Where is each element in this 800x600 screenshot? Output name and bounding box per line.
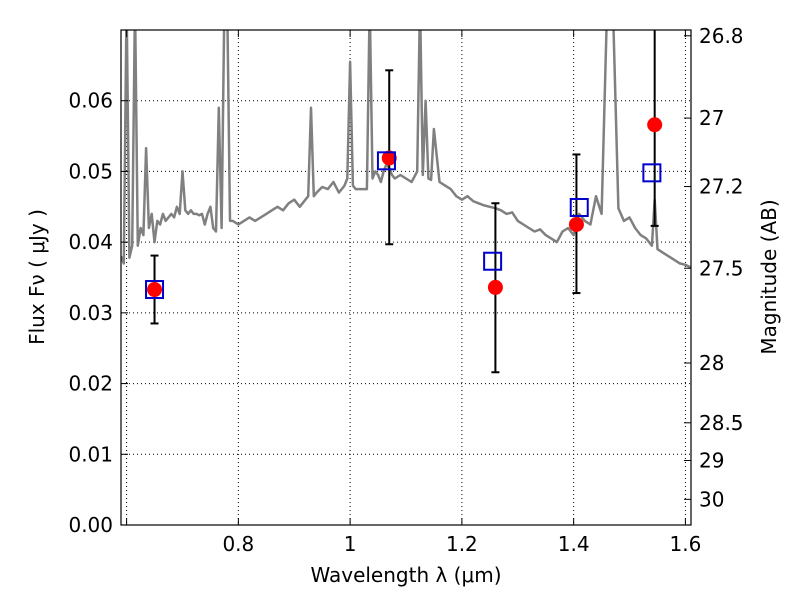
y-tick-label: 0.02 xyxy=(68,372,113,396)
y2-axis-ticks: 26.8 27 27.2 27.5 28 28.5 29 30 xyxy=(684,24,744,511)
y-tick-label: 0.05 xyxy=(68,159,113,183)
x-tick-label: 1.6 xyxy=(670,532,702,556)
y2-tick-label: 27.5 xyxy=(699,256,744,280)
y2-tick-label: 28 xyxy=(699,351,724,375)
x-tick-label: 1.2 xyxy=(446,532,478,556)
plot-area xyxy=(121,30,691,374)
y-axis-ticks: 0.00 0.01 0.02 0.03 0.04 0.05 0.06 xyxy=(68,89,128,537)
plot-background xyxy=(121,30,691,525)
x-axis-ticks: 0.8 1 1.2 1.4 1.6 xyxy=(126,30,702,556)
y2-tick-label: 26.8 xyxy=(699,24,744,48)
x-tick-label: 0.8 xyxy=(222,532,254,556)
y-tick-label: 0.01 xyxy=(68,442,113,466)
y-tick-label: 0.06 xyxy=(68,89,113,113)
x-tick-label: 1.4 xyxy=(558,532,590,556)
model-points xyxy=(145,151,662,300)
model-point xyxy=(569,197,589,217)
y2-axis-label: Magnitude (AB) xyxy=(757,199,781,354)
observed-point xyxy=(568,216,584,232)
x-axis-label: Wavelength λ (μm) xyxy=(310,563,501,587)
observed-point xyxy=(147,282,163,298)
y2-tick-label: 29 xyxy=(699,449,724,473)
model-point xyxy=(376,151,396,171)
y2-tick-label: 30 xyxy=(699,487,724,511)
y2-tick-label: 28.5 xyxy=(699,411,744,435)
observed-point xyxy=(381,150,397,166)
model-point xyxy=(145,280,165,300)
model-point xyxy=(642,163,662,183)
x-tick-label: 1 xyxy=(344,532,357,556)
y-tick-label: 0.00 xyxy=(68,513,113,537)
model-point xyxy=(483,251,503,271)
y2-tick-label: 27 xyxy=(699,106,724,130)
y-axis-label: Flux Fν ( μJy ) xyxy=(25,209,49,345)
y-tick-label: 0.04 xyxy=(68,230,113,254)
series-sed-model-line xyxy=(121,30,691,269)
observed-points xyxy=(147,117,663,298)
y-tick-label: 0.03 xyxy=(68,301,113,325)
y2-tick-label: 27.2 xyxy=(699,175,744,199)
observed-point xyxy=(647,117,663,133)
plot-frame xyxy=(120,29,692,526)
observed-point xyxy=(487,279,503,295)
